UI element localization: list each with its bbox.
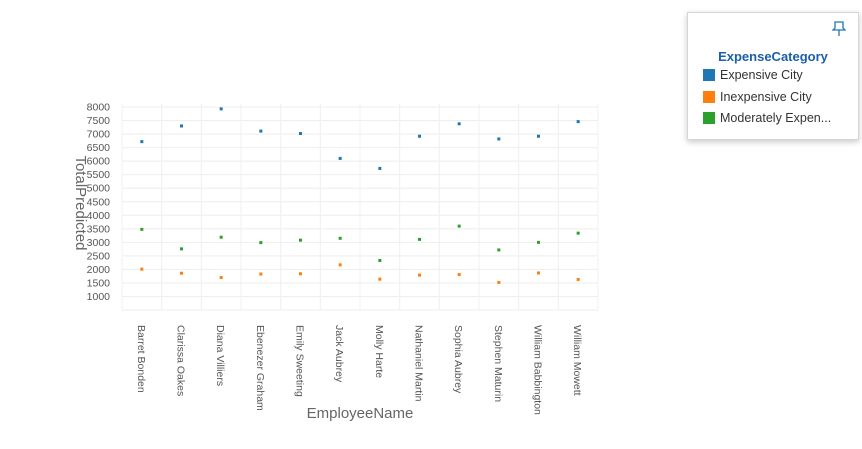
data-point[interactable] bbox=[140, 267, 144, 271]
legend-panel: ExpenseCategory Expensive City Inexpensi… bbox=[687, 12, 859, 140]
data-point[interactable] bbox=[537, 134, 540, 138]
y-tick-label: 5000 bbox=[87, 183, 111, 195]
legend-label: Moderately Expen... bbox=[720, 111, 832, 125]
data-point[interactable] bbox=[180, 247, 183, 251]
y-tick-label: 3000 bbox=[87, 237, 111, 249]
legend-swatch bbox=[703, 91, 715, 103]
x-tick-label: Diana Villiers bbox=[214, 325, 226, 386]
data-point[interactable] bbox=[497, 280, 501, 284]
y-tick-label: 4000 bbox=[87, 210, 111, 222]
data-point[interactable] bbox=[576, 277, 580, 281]
x-tick-label: Barret Bonden bbox=[135, 325, 147, 393]
data-point[interactable] bbox=[259, 241, 263, 245]
y-tick-label: 3500 bbox=[87, 223, 111, 235]
legend-swatch bbox=[703, 112, 715, 124]
y-tick-label: 7500 bbox=[87, 115, 111, 127]
data-point[interactable] bbox=[418, 273, 421, 277]
y-tick-label: 6000 bbox=[87, 156, 111, 168]
data-point[interactable] bbox=[140, 140, 144, 144]
data-point[interactable] bbox=[219, 235, 223, 239]
x-tick-label: Stephen Maturin bbox=[492, 325, 504, 402]
x-tick-label: Sophia Aubrey bbox=[452, 325, 464, 394]
x-axis-title: EmployeeName bbox=[307, 405, 414, 422]
x-tick-label: Jack Aubrey bbox=[333, 325, 345, 383]
legend-item-inexpensive[interactable]: Inexpensive City bbox=[703, 90, 812, 104]
legend-label: Expensive City bbox=[720, 68, 803, 82]
legend-item-expensive[interactable]: Expensive City bbox=[703, 68, 803, 82]
y-tick-label: 1500 bbox=[87, 277, 111, 289]
x-tick-label: Nathaniel Martin bbox=[413, 325, 425, 402]
data-point[interactable] bbox=[537, 271, 540, 275]
y-tick-label: 8000 bbox=[87, 102, 111, 114]
data-point[interactable] bbox=[497, 137, 501, 141]
x-tick-label: Emily Sweeting bbox=[294, 325, 306, 397]
y-tick-label: 2500 bbox=[87, 250, 111, 262]
data-point[interactable] bbox=[219, 276, 223, 280]
x-tick-label: Clarissa Oakes bbox=[175, 325, 187, 396]
legend-title: ExpenseCategory bbox=[718, 49, 828, 64]
data-points[interactable] bbox=[140, 107, 580, 284]
y-tick-label: 7000 bbox=[87, 129, 111, 141]
data-point[interactable] bbox=[457, 273, 461, 277]
legend-item-moderately[interactable]: Moderately Expen... bbox=[703, 111, 831, 125]
y-axis-title: TotalPredicted bbox=[72, 155, 89, 250]
data-point[interactable] bbox=[576, 231, 580, 235]
x-tick-label: Ebenezer Graham bbox=[254, 325, 266, 411]
data-point[interactable] bbox=[457, 122, 461, 126]
data-point[interactable] bbox=[497, 248, 501, 252]
data-point[interactable] bbox=[378, 277, 382, 281]
data-point[interactable] bbox=[537, 240, 540, 244]
data-point[interactable] bbox=[299, 272, 302, 276]
y-tick-label: 6500 bbox=[87, 142, 111, 154]
data-point[interactable] bbox=[338, 236, 342, 240]
data-point[interactable] bbox=[140, 227, 144, 231]
legend-swatch bbox=[703, 69, 715, 81]
x-axis-ticks: Barret Bonden Clarissa Oakes Diana Villier… bbox=[135, 325, 583, 415]
data-point[interactable] bbox=[576, 120, 580, 124]
data-point[interactable] bbox=[259, 129, 263, 133]
y-tick-label: 1000 bbox=[87, 291, 111, 303]
data-point[interactable] bbox=[378, 166, 382, 170]
legend-label: Inexpensive City bbox=[720, 90, 812, 104]
data-point[interactable] bbox=[418, 237, 421, 241]
y-tick-label: 5500 bbox=[87, 169, 111, 181]
data-point[interactable] bbox=[259, 272, 263, 276]
data-point[interactable] bbox=[418, 134, 421, 138]
data-point[interactable] bbox=[338, 263, 342, 267]
data-point[interactable] bbox=[299, 238, 302, 242]
x-tick-label: Molly Harte bbox=[373, 325, 385, 378]
data-point[interactable] bbox=[180, 271, 183, 275]
data-point[interactable] bbox=[299, 132, 302, 136]
grid-lines bbox=[121, 104, 599, 311]
data-point[interactable] bbox=[219, 107, 223, 111]
data-point[interactable] bbox=[338, 156, 342, 160]
pin-icon[interactable] bbox=[832, 21, 846, 37]
y-tick-label: 4500 bbox=[87, 196, 111, 208]
data-point[interactable] bbox=[457, 224, 461, 228]
x-tick-label: William Mowett bbox=[571, 325, 583, 396]
x-tick-label: William Babbington bbox=[532, 325, 544, 415]
data-point[interactable] bbox=[378, 258, 382, 262]
data-point[interactable] bbox=[180, 124, 183, 128]
y-tick-label: 2000 bbox=[87, 264, 111, 276]
